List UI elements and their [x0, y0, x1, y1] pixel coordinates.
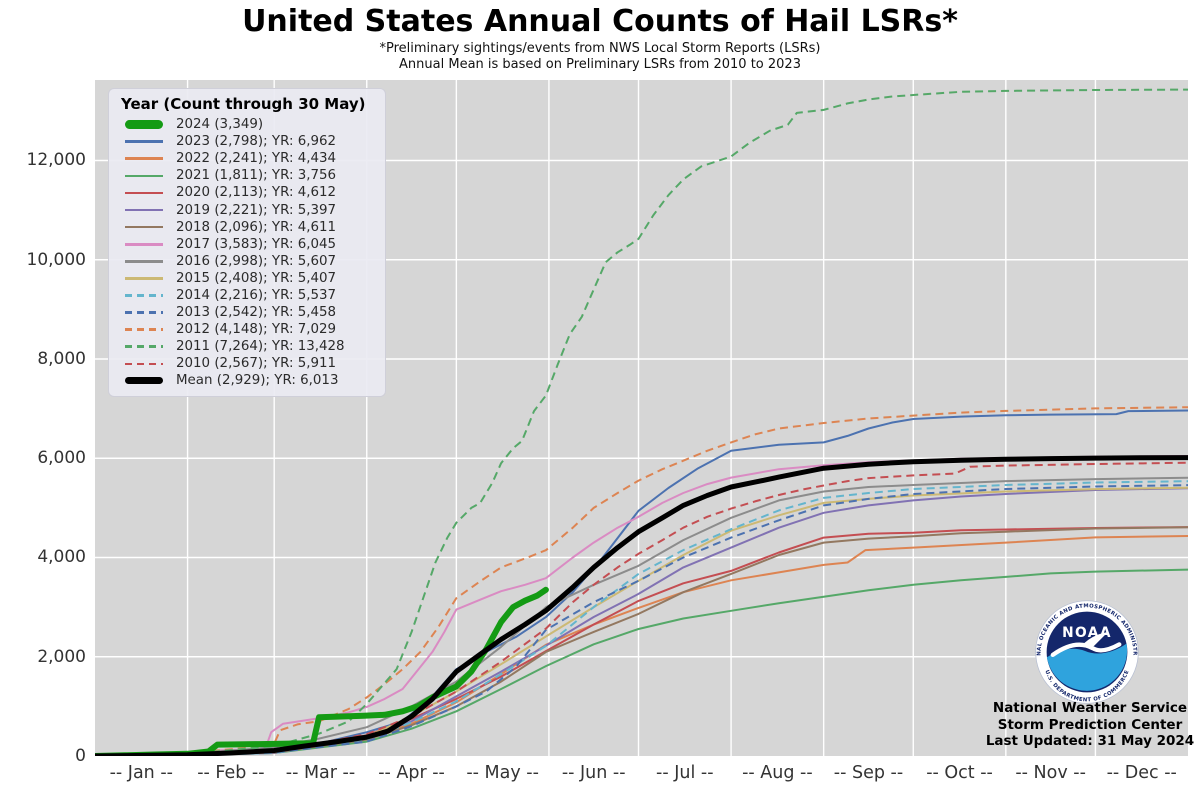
legend-label-2014: 2014 (2,216); YR: 5,537 [176, 287, 337, 303]
legend-label-2013: 2013 (2,542); YR: 5,458 [176, 305, 337, 321]
series-line-2014 [95, 480, 1188, 756]
legend-label-2024: 2024 (3,349) [176, 117, 264, 133]
legend-swatch-2017-icon [125, 242, 163, 246]
x-tick-label-9: -- Sep -- [833, 763, 904, 783]
y-tick-label-12000: 12,000 [26, 150, 86, 171]
legend-swatch-2011-icon [125, 345, 163, 349]
legend-label-2012: 2012 (4,148); YR: 7,029 [176, 322, 337, 338]
x-tick-label-10: -- Oct -- [926, 763, 993, 783]
legend-item-2016: 2016 (2,998); YR: 5,607 [109, 253, 385, 270]
legend-label-2017: 2017 (3,583); YR: 6,045 [176, 236, 337, 252]
legend-swatch-2022-icon [125, 157, 163, 161]
legend-label-2010: 2010 (2,567); YR: 5,911 [176, 356, 337, 372]
legend-label-2018: 2018 (2,096); YR: 4,611 [176, 219, 337, 235]
legend-item-2011: 2011 (7,264); YR: 13,428 [109, 338, 385, 355]
x-tick-label-4: -- Apr -- [378, 763, 445, 783]
y-tick-label-10000: 10,000 [26, 249, 86, 270]
series-line-2011 [95, 88, 1188, 756]
legend-item-2018: 2018 (2,096); YR: 4,611 [109, 219, 385, 236]
legend-item-2019: 2019 (2,221); YR: 5,397 [109, 201, 385, 218]
y-tick-label-6000: 6,000 [37, 448, 86, 469]
legend-label-2020: 2020 (2,113); YR: 4,612 [176, 185, 337, 201]
legend-swatch-2021-icon [125, 174, 163, 178]
legend-label-2022: 2022 (2,241); YR: 4,434 [176, 151, 337, 167]
legend-item-2010: 2010 (2,567); YR: 5,911 [109, 355, 385, 372]
legend-swatch-2015-icon [125, 277, 163, 280]
chart-subtitle-line2: Annual Mean is based on Preliminary LSRs… [399, 57, 801, 72]
page-title: United States Annual Counts of Hail LSRs… [242, 4, 958, 39]
legend-label-2015: 2015 (2,408); YR: 5,407 [176, 270, 337, 286]
noaa-logo-bird-wing-icon [1081, 632, 1108, 647]
legend-swatch-2013-icon [125, 311, 163, 314]
x-tick-label-6: -- Jun -- [561, 763, 626, 783]
noaa-logo-sea [1046, 643, 1128, 691]
series-line-2012 [95, 406, 1188, 756]
series-line-2017 [95, 455, 1188, 756]
attribution-line2: Storm Prediction Center [997, 716, 1183, 733]
legend-item-2023: 2023 (2,798); YR: 6,962 [109, 133, 385, 150]
attribution-line3: Last Updated: 31 May 2024 [985, 733, 1195, 749]
series-line-2024 [95, 586, 549, 756]
y-tick-label-4000: 4,000 [37, 547, 86, 568]
legend-item-2024: 2024 (3,349) [109, 116, 385, 133]
noaa-logo-bird-icon [1050, 642, 1122, 657]
legend-swatch-2014-icon [125, 294, 163, 297]
legend-label-mean: Mean (2,929); YR: 6,013 [176, 373, 339, 389]
legend-label-2023: 2023 (2,798); YR: 6,962 [176, 134, 337, 150]
x-tick-label-1: -- Jan -- [109, 763, 173, 783]
legend-swatch-2016-icon [125, 260, 163, 263]
x-tick-label-11: -- Nov -- [1015, 763, 1086, 783]
legend-label-2019: 2019 (2,221); YR: 5,397 [176, 202, 337, 218]
legend-label-2021: 2021 (1,811); YR: 3,756 [176, 168, 337, 184]
legend-swatch-2010-icon [125, 362, 163, 366]
legend-item-mean: Mean (2,929); YR: 6,013 [109, 372, 385, 389]
chart-legend: Year (Count through 30 May) 2024 (3,349)… [108, 88, 386, 397]
x-tick-label-8: -- Aug -- [742, 763, 813, 783]
y-tick-label-8000: 8,000 [37, 348, 86, 369]
legend-item-2021: 2021 (1,811); YR: 3,756 [109, 167, 385, 184]
x-tick-label-12: -- Dec -- [1106, 763, 1177, 783]
x-tick-label-3: -- Mar -- [285, 763, 356, 783]
series-line-2016 [95, 476, 1188, 756]
legend-item-2017: 2017 (3,583); YR: 6,045 [109, 236, 385, 253]
series-line-2010 [95, 461, 1188, 756]
legend-item-2014: 2014 (2,216); YR: 5,537 [109, 287, 385, 304]
legend-item-2013: 2013 (2,542); YR: 5,458 [109, 304, 385, 321]
legend-rows: 2024 (3,349) 2023 (2,798); YR: 6,962 2022 … [109, 116, 385, 390]
legend-item-2012: 2012 (4,148); YR: 7,029 [109, 321, 385, 338]
legend-swatch-2024-icon [125, 120, 163, 130]
legend-label-2011: 2011 (7,264); YR: 13,428 [176, 339, 345, 355]
legend-label-2016: 2016 (2,998); YR: 5,607 [176, 253, 337, 269]
legend-item-2015: 2015 (2,408); YR: 5,407 [109, 270, 385, 287]
y-tick-label-2000: 2,000 [37, 646, 86, 667]
legend-title: Year (Count through 30 May) [121, 95, 366, 113]
series-line-2013 [95, 484, 1188, 756]
legend-swatch-2018-icon [125, 225, 163, 229]
y-tick-label-0: 0 [75, 746, 86, 766]
attribution-block: National Weather Service Storm Predictio… [980, 700, 1200, 750]
legend-swatch-mean-icon [125, 377, 163, 385]
noaa-logo-wordmark: NOAA [1062, 625, 1112, 641]
legend-swatch-2020-icon [125, 191, 163, 195]
chart-subtitle-line1: *Preliminary sightings/events from NWS L… [379, 41, 821, 56]
series-line-mean [95, 455, 1188, 756]
attribution-line1: National Weather Service [992, 700, 1188, 716]
legend-swatch-2023-icon [125, 140, 163, 143]
legend-swatch-2019-icon [125, 208, 163, 212]
x-tick-label-5: -- May -- [466, 763, 539, 783]
noaa-logo: NOAA NATIONAL OCEANIC AND ATMOSPHERIC AD… [1035, 600, 1139, 704]
legend-item-2022: 2022 (2,241); YR: 4,434 [109, 150, 385, 167]
legend-swatch-2012-icon [125, 328, 163, 331]
x-tick-label-7: -- Jul -- [656, 763, 714, 783]
legend-item-2020: 2020 (2,113); YR: 4,612 [109, 184, 385, 201]
x-tick-label-2: -- Feb -- [197, 763, 265, 783]
